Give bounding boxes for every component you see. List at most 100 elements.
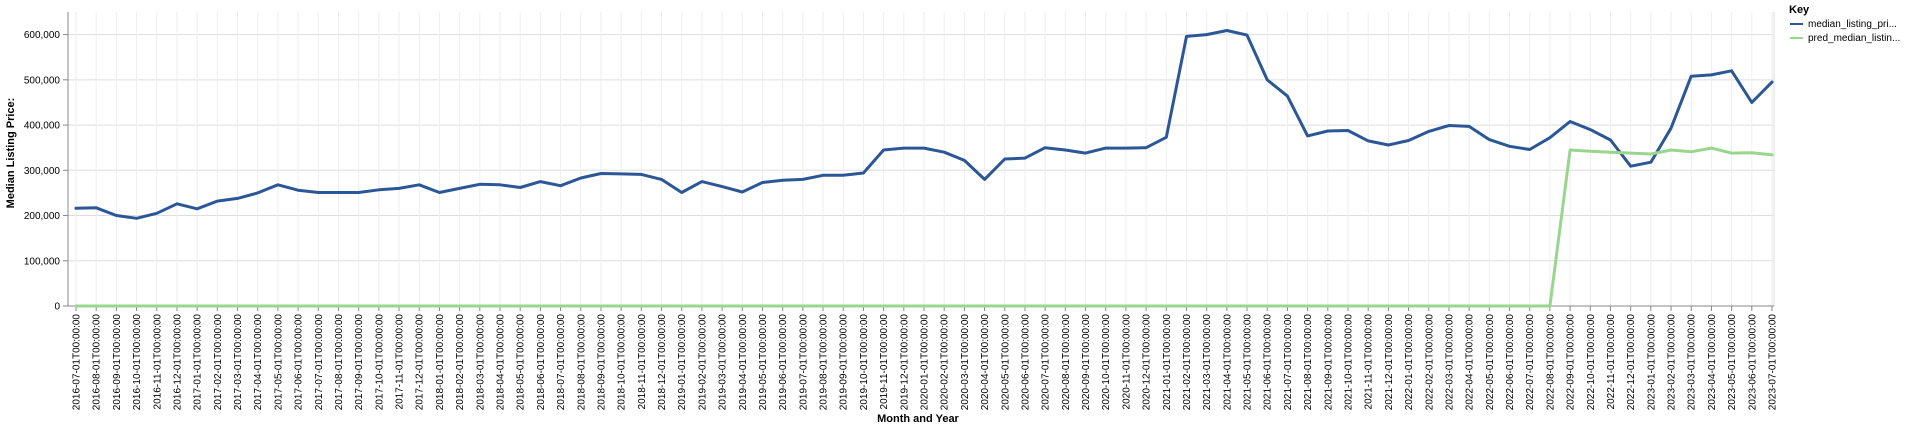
x-tick-label: 2021-02-01T00:00:00 [1182, 314, 1193, 411]
x-tick-label: 2022-06-01T00:00:00 [1505, 314, 1516, 411]
x-tick-label: 2021-03-01T00:00:00 [1202, 314, 1213, 411]
x-tick-label: 2021-11-01T00:00:00 [1364, 314, 1375, 410]
x-tick-label: 2016-08-01T00:00:00 [92, 314, 103, 411]
gridlines [68, 12, 1775, 307]
x-tick-label: 2016-07-01T00:00:00 [72, 314, 83, 411]
x-tick-label: 2021-06-01T00:00:00 [1263, 314, 1274, 411]
x-axis: 2016-07-01T00:00:00 2016-08-01T00:00:00 20… [68, 305, 1779, 411]
series-line-1 [74, 146, 1774, 308]
x-tick-label: 2017-10-01T00:00:00 [374, 314, 385, 411]
x-tick-label: 2022-05-01T00:00:00 [1485, 314, 1496, 411]
y-tick-label: 300,000 [24, 166, 61, 177]
x-tick-label: 2022-02-01T00:00:00 [1424, 314, 1435, 411]
x-tick-label: 2019-04-01T00:00:00 [738, 314, 749, 411]
x-tick-label: 2018-03-01T00:00:00 [475, 314, 486, 411]
x-tick-label: 2018-04-01T00:00:00 [496, 314, 507, 411]
x-tick-label: 2019-01-01T00:00:00 [677, 314, 688, 411]
x-tick-label: 2018-11-01T00:00:00 [637, 314, 648, 410]
x-tick-label: 2016-11-01T00:00:00 [152, 314, 163, 410]
x-tick-label: 2023-03-01T00:00:00 [1687, 314, 1698, 411]
x-tick-label: 2020-05-01T00:00:00 [1000, 314, 1011, 411]
x-tick-label: 2017-07-01T00:00:00 [314, 314, 325, 411]
x-tick-label: 2019-03-01T00:00:00 [718, 314, 729, 411]
x-tick-label: 2019-07-01T00:00:00 [798, 314, 809, 411]
x-tick-label: 2020-07-01T00:00:00 [1041, 314, 1052, 411]
x-tick-label: 2023-07-01T00:00:00 [1768, 314, 1779, 411]
x-tick-label: 2020-03-01T00:00:00 [960, 314, 971, 411]
y-axis-title: Median Listing Price: [5, 98, 17, 209]
x-tick-label: 2023-05-01T00:00:00 [1727, 314, 1738, 411]
x-tick-label: 2017-09-01T00:00:00 [354, 314, 365, 411]
y-tick-label: 0 [54, 302, 60, 313]
x-tick-label: 2019-06-01T00:00:00 [778, 314, 789, 411]
x-tick-label: 2017-03-01T00:00:00 [233, 314, 244, 411]
x-tick-label: 2019-11-01T00:00:00 [879, 314, 890, 410]
x-tick-label: 2017-12-01T00:00:00 [415, 314, 426, 411]
x-tick-label: 2022-03-01T00:00:00 [1444, 314, 1455, 411]
x-tick-label: 2023-04-01T00:00:00 [1707, 314, 1718, 411]
x-tick-label: 2018-02-01T00:00:00 [455, 314, 466, 411]
y-tick-label: 500,000 [24, 75, 61, 86]
legend-items: median_listing_pri... pred_median_listin.… [1790, 19, 1900, 44]
x-tick-label: 2021-08-01T00:00:00 [1303, 314, 1314, 411]
x-tick-label: 2022-09-01T00:00:00 [1566, 314, 1577, 411]
x-tick-label: 2020-01-01T00:00:00 [920, 314, 931, 411]
series-lines [74, 29, 1774, 308]
x-tick-label: 2020-08-01T00:00:00 [1061, 314, 1072, 411]
x-tick-label: 2017-04-01T00:00:00 [253, 314, 264, 411]
x-tick-label: 2018-05-01T00:00:00 [516, 314, 527, 411]
x-tick-label: 2020-06-01T00:00:00 [1020, 314, 1031, 411]
legend-label: pred_median_listin... [1808, 33, 1900, 44]
x-tick-label: 2022-07-01T00:00:00 [1525, 314, 1536, 411]
x-tick-label: 2017-01-01T00:00:00 [193, 314, 204, 411]
x-tick-label: 2018-06-01T00:00:00 [536, 314, 547, 411]
x-tick-label: 2021-09-01T00:00:00 [1323, 314, 1334, 411]
x-tick-label: 2020-10-01T00:00:00 [1101, 314, 1112, 411]
legend-title: Key [1789, 4, 1810, 16]
x-tick-label: 2021-10-01T00:00:00 [1344, 314, 1355, 411]
x-tick-label: 2016-12-01T00:00:00 [172, 314, 183, 411]
x-tick-label: 2019-05-01T00:00:00 [758, 314, 769, 411]
x-tick-label: 2019-02-01T00:00:00 [697, 314, 708, 411]
x-tick-label: 2021-04-01T00:00:00 [1222, 314, 1233, 411]
y-axis: 0 100,000 200,000 300,000 400,000 500,000 600,… [24, 12, 69, 313]
x-tick-label: 2017-08-01T00:00:00 [334, 314, 345, 411]
x-tick-label: 2022-12-01T00:00:00 [1626, 314, 1637, 411]
x-tick-label: 2020-12-01T00:00:00 [1142, 314, 1153, 411]
x-tick-label: 2017-11-01T00:00:00 [395, 314, 406, 410]
x-tick-label: 2020-11-01T00:00:00 [1121, 314, 1132, 410]
x-tick-label: 2017-02-01T00:00:00 [213, 314, 224, 411]
y-tick-label: 200,000 [24, 211, 61, 222]
x-tick-label: 2018-07-01T00:00:00 [556, 314, 567, 411]
x-tick-label: 2023-01-01T00:00:00 [1646, 314, 1657, 411]
x-tick-label: 2022-01-01T00:00:00 [1404, 314, 1415, 411]
x-tick-label: 2023-02-01T00:00:00 [1667, 314, 1678, 411]
x-tick-label: 2022-04-01T00:00:00 [1465, 314, 1476, 411]
x-tick-label: 2022-11-01T00:00:00 [1606, 314, 1617, 410]
y-tick-label: 400,000 [24, 121, 61, 132]
y-tick-label: 600,000 [24, 30, 61, 41]
x-tick-label: 2021-01-01T00:00:00 [1162, 314, 1173, 411]
x-tick-label: 2016-10-01T00:00:00 [132, 314, 143, 411]
x-tick-label: 2016-09-01T00:00:00 [112, 314, 123, 411]
x-tick-label: 2019-10-01T00:00:00 [859, 314, 870, 411]
x-tick-label: 2019-08-01T00:00:00 [819, 314, 830, 411]
x-tick-label: 2021-07-01T00:00:00 [1283, 314, 1294, 411]
x-tick-label: 2018-08-01T00:00:00 [576, 314, 587, 411]
x-axis-title: Month and Year [877, 413, 959, 425]
y-tick-label: 100,000 [24, 256, 61, 267]
x-tick-label: 2022-08-01T00:00:00 [1545, 314, 1556, 411]
x-tick-label: 2022-10-01T00:00:00 [1586, 314, 1597, 411]
x-tick-label: 2018-10-01T00:00:00 [617, 314, 628, 411]
x-tick-label: 2020-04-01T00:00:00 [980, 314, 991, 411]
x-tick-label: 2019-12-01T00:00:00 [899, 314, 910, 411]
x-tick-label: 2020-02-01T00:00:00 [940, 314, 951, 411]
x-tick-label: 2021-05-01T00:00:00 [1243, 314, 1254, 411]
x-tick-label: 2019-09-01T00:00:00 [839, 314, 850, 411]
x-tick-label: 2017-05-01T00:00:00 [273, 314, 284, 411]
legend: Key median_listing_pri... pred_median_lis… [1789, 4, 1900, 44]
x-tick-label: 2021-12-01T00:00:00 [1384, 314, 1395, 411]
x-tick-label: 2020-09-01T00:00:00 [1081, 314, 1092, 411]
x-tick-label: 2017-06-01T00:00:00 [294, 314, 305, 411]
